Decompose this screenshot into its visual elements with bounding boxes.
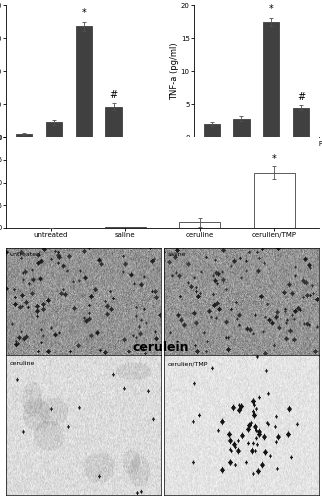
- Bar: [204, 124, 220, 138]
- Text: ceruline: ceruline: [10, 361, 35, 366]
- Y-axis label: TNF-a (pg/ml): TNF-a (pg/ml): [170, 42, 179, 100]
- Text: #: #: [297, 92, 305, 102]
- Bar: [263, 22, 279, 138]
- Bar: [293, 108, 309, 138]
- Bar: [105, 106, 122, 138]
- Bar: [105, 227, 146, 228]
- Text: untreated: untreated: [10, 252, 41, 257]
- Text: *: *: [272, 154, 277, 164]
- Text: *: *: [81, 8, 86, 18]
- Bar: [76, 26, 92, 138]
- Bar: [254, 172, 295, 228]
- Bar: [16, 134, 33, 138]
- Text: #: #: [109, 90, 118, 100]
- Text: cerulien/TMP: cerulien/TMP: [168, 361, 208, 366]
- Text: saline: saline: [168, 252, 186, 257]
- Bar: [179, 222, 220, 228]
- Text: *: *: [269, 4, 274, 15]
- Text: cerulein: cerulein: [133, 341, 189, 354]
- Bar: [233, 119, 250, 138]
- Bar: [46, 122, 62, 138]
